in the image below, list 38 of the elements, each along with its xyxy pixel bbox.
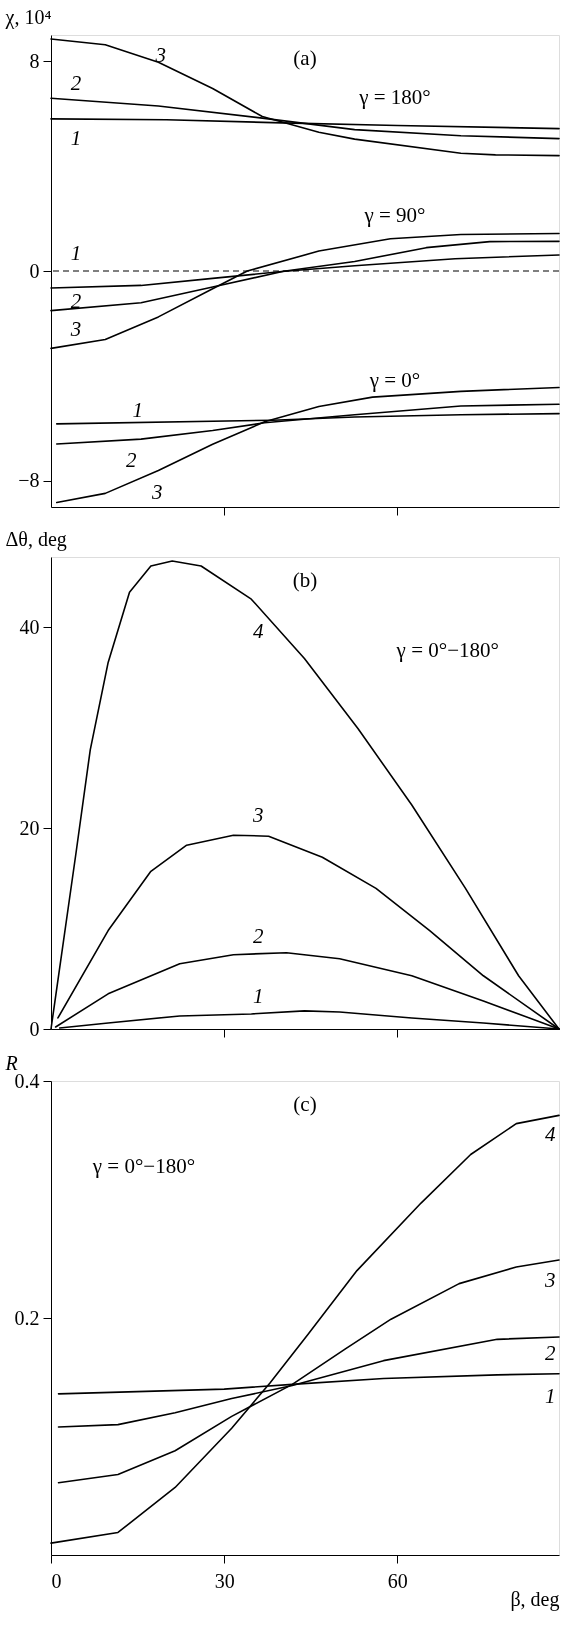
x-tick-label: 60: [387, 1569, 408, 1592]
x-tick-label: 0: [51, 1569, 62, 1592]
y-tick-label: −8: [18, 469, 40, 492]
series-label: 2: [70, 288, 82, 313]
y-tick-label: 20: [19, 816, 40, 839]
series-label: 3: [69, 317, 82, 342]
annotation: γ = 180°: [358, 85, 431, 110]
y-axis-title: χ, 10⁴: [4, 5, 52, 29]
series-label: 2: [253, 924, 265, 949]
series-label: 1: [70, 126, 82, 151]
x-tick-label: 30: [214, 1569, 235, 1592]
series-label: 2: [545, 1341, 557, 1366]
series-label: 4: [545, 1122, 557, 1147]
series-label: 2: [126, 448, 138, 473]
y-tick-label: 40: [19, 615, 40, 638]
y-tick-label: 8: [29, 49, 40, 72]
series-label: 2: [70, 71, 82, 96]
series-label: 1: [253, 984, 264, 1009]
annotation: γ = 0°−180°: [395, 637, 499, 662]
series-label: 3: [154, 42, 166, 67]
series-label: 1: [70, 241, 82, 266]
y-tick-label: 0.2: [14, 1306, 40, 1329]
series-label: 3: [150, 479, 163, 504]
annotation: γ = 0°−180°: [91, 1153, 196, 1178]
series-label: 1: [132, 398, 144, 423]
y-tick-label: 0: [29, 259, 40, 282]
text: (a): [293, 46, 317, 70]
text: (b): [292, 568, 318, 592]
y-tick-label: 0: [29, 1017, 40, 1040]
series-label: 3: [544, 1268, 556, 1293]
series-label: 4: [253, 618, 265, 643]
annotation: γ = 90°: [363, 202, 426, 227]
series-label: 1: [545, 1384, 556, 1409]
y-axis-title: Δθ, deg: [5, 527, 67, 551]
series-label: 3: [252, 803, 264, 828]
text: (c): [293, 1092, 317, 1116]
x-axis-title: β, deg: [510, 1587, 560, 1611]
annotation: γ = 0°: [368, 367, 421, 392]
